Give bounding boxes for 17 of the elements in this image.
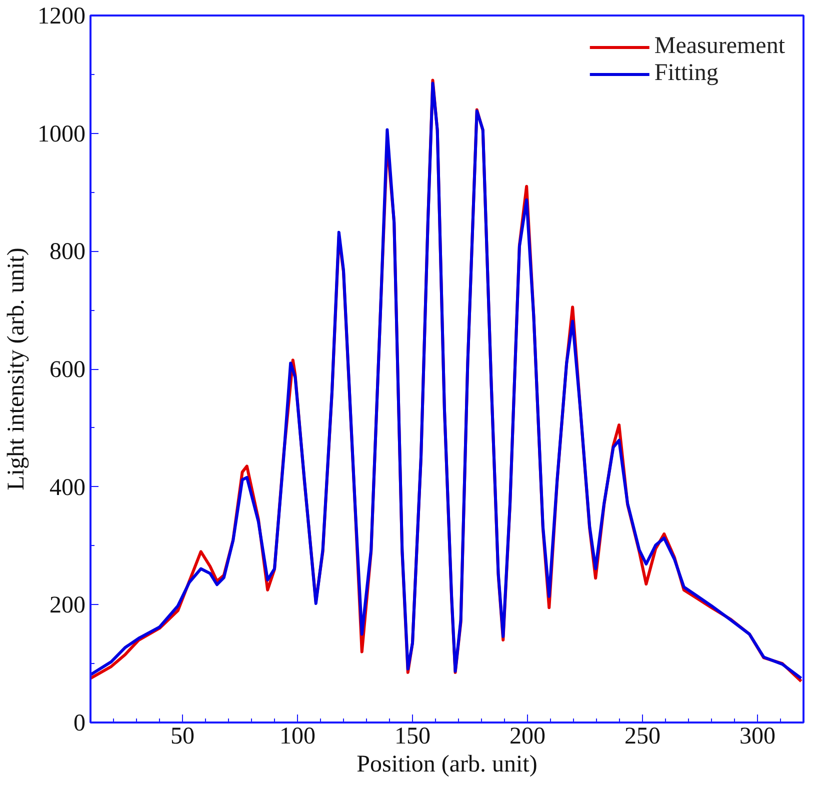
legend-label: Measurement [654,33,785,60]
x-tick-label: 100 [280,724,316,750]
x-tick-label: 50 [170,724,194,750]
y-tick-label: 1200 [38,4,86,30]
y-tick-label: 400 [50,474,86,501]
y-tick-label: 800 [50,239,86,266]
x-tick-label: 300 [740,724,776,750]
y-tick-label: 0 [74,710,86,736]
y-tick-label: 200 [50,592,86,619]
x-axis-title: Position (arb. unit) [356,752,538,778]
y-tick-label: 1000 [38,121,86,148]
x-tick-label: 150 [394,724,430,750]
x-tick-label: 200 [510,724,546,750]
x-tick-label: 250 [624,724,660,750]
legend-label: Fitting [654,60,718,87]
y-axis-title: Light intensity (arb. unit) [4,248,30,490]
y-tick-label: 600 [50,357,86,383]
